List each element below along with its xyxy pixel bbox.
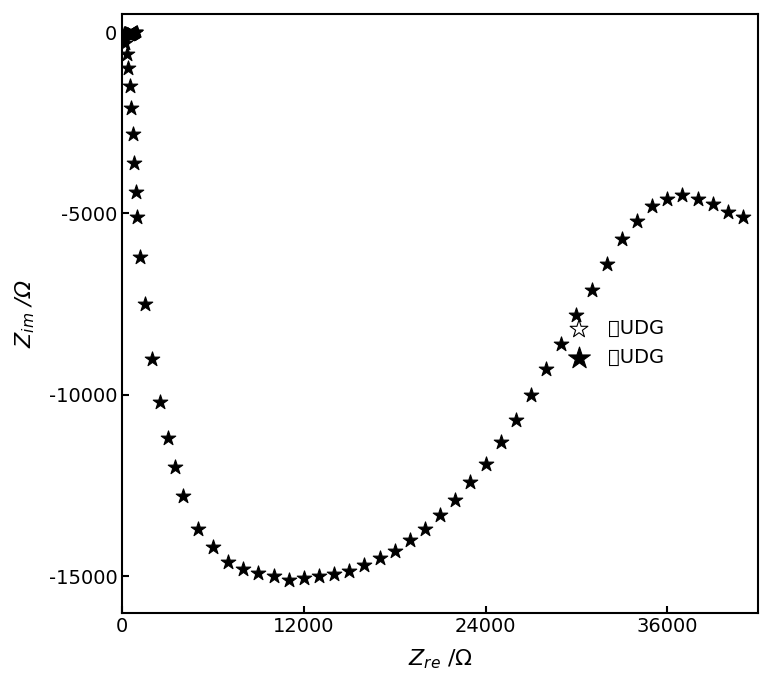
Y-axis label: $Z_{im}$ /Ω: $Z_{im}$ /Ω bbox=[14, 279, 38, 348]
有UDG bbox=[555, 338, 567, 349]
有UDG bbox=[540, 364, 552, 375]
有UDG bbox=[131, 212, 144, 223]
无UDG bbox=[120, 27, 132, 38]
无UDG bbox=[124, 30, 137, 41]
无UDG bbox=[130, 27, 142, 38]
有UDG bbox=[118, 32, 130, 43]
有UDG bbox=[358, 560, 371, 571]
无UDG bbox=[127, 29, 140, 40]
无UDG bbox=[130, 27, 142, 38]
无UDG bbox=[123, 29, 135, 40]
Legend: 无UDG, 有UDG: 无UDG, 有UDG bbox=[552, 312, 672, 375]
有UDG bbox=[722, 206, 734, 217]
有UDG bbox=[130, 186, 142, 197]
有UDG bbox=[169, 462, 181, 473]
有UDG bbox=[127, 128, 139, 139]
有UDG bbox=[525, 389, 537, 400]
无UDG bbox=[124, 30, 137, 41]
无UDG bbox=[126, 30, 138, 41]
有UDG bbox=[646, 201, 659, 212]
无UDG bbox=[123, 29, 135, 40]
有UDG bbox=[267, 571, 279, 582]
有UDG bbox=[404, 534, 416, 545]
无UDG bbox=[127, 29, 139, 40]
无UDG bbox=[130, 27, 143, 38]
有UDG bbox=[119, 38, 131, 49]
有UDG bbox=[120, 49, 133, 60]
无UDG bbox=[131, 27, 144, 38]
无UDG bbox=[126, 29, 138, 40]
有UDG bbox=[495, 436, 507, 447]
有UDG bbox=[706, 199, 719, 210]
有UDG bbox=[191, 523, 204, 534]
X-axis label: $Z_{re}$ /Ω: $Z_{re}$ /Ω bbox=[408, 647, 472, 671]
无UDG bbox=[125, 30, 137, 41]
有UDG bbox=[374, 553, 386, 564]
无UDG bbox=[129, 28, 141, 39]
有UDG bbox=[736, 212, 749, 223]
有UDG bbox=[117, 28, 130, 39]
有UDG bbox=[161, 433, 174, 444]
有UDG bbox=[313, 571, 325, 582]
有UDG bbox=[601, 259, 613, 270]
有UDG bbox=[252, 567, 265, 578]
无UDG bbox=[129, 28, 141, 39]
无UDG bbox=[119, 27, 131, 38]
无UDG bbox=[125, 30, 137, 41]
有UDG bbox=[207, 542, 219, 553]
无UDG bbox=[128, 29, 141, 40]
无UDG bbox=[125, 30, 137, 41]
无UDG bbox=[128, 28, 141, 39]
有UDG bbox=[419, 523, 432, 534]
有UDG bbox=[237, 564, 249, 575]
无UDG bbox=[120, 28, 133, 39]
有UDG bbox=[122, 63, 134, 74]
有UDG bbox=[464, 477, 476, 488]
无UDG bbox=[121, 28, 134, 39]
无UDG bbox=[128, 28, 141, 39]
无UDG bbox=[122, 29, 134, 40]
有UDG bbox=[479, 458, 492, 469]
有UDG bbox=[571, 310, 583, 321]
无UDG bbox=[131, 27, 144, 38]
有UDG bbox=[283, 575, 295, 586]
有UDG bbox=[154, 397, 166, 408]
无UDG bbox=[130, 27, 143, 38]
有UDG bbox=[134, 251, 147, 262]
无UDG bbox=[123, 29, 135, 40]
有UDG bbox=[585, 284, 598, 295]
无UDG bbox=[124, 29, 136, 40]
无UDG bbox=[124, 29, 136, 40]
有UDG bbox=[128, 157, 141, 168]
有UDG bbox=[343, 565, 355, 576]
无UDG bbox=[124, 30, 137, 41]
有UDG bbox=[449, 495, 462, 506]
无UDG bbox=[127, 29, 139, 40]
有UDG bbox=[616, 234, 628, 245]
有UDG bbox=[177, 491, 189, 502]
有UDG bbox=[139, 299, 151, 310]
有UDG bbox=[388, 545, 401, 556]
有UDG bbox=[510, 414, 522, 425]
有UDG bbox=[298, 573, 310, 584]
有UDG bbox=[222, 556, 235, 567]
有UDG bbox=[124, 81, 136, 92]
有UDG bbox=[434, 509, 446, 520]
有UDG bbox=[125, 103, 137, 114]
无UDG bbox=[122, 29, 134, 40]
有UDG bbox=[147, 353, 159, 364]
有UDG bbox=[328, 569, 340, 580]
有UDG bbox=[676, 190, 689, 201]
无UDG bbox=[127, 29, 139, 40]
无UDG bbox=[127, 29, 140, 40]
有UDG bbox=[661, 193, 673, 204]
有UDG bbox=[631, 215, 643, 226]
无UDG bbox=[130, 27, 142, 38]
有UDG bbox=[692, 193, 704, 204]
